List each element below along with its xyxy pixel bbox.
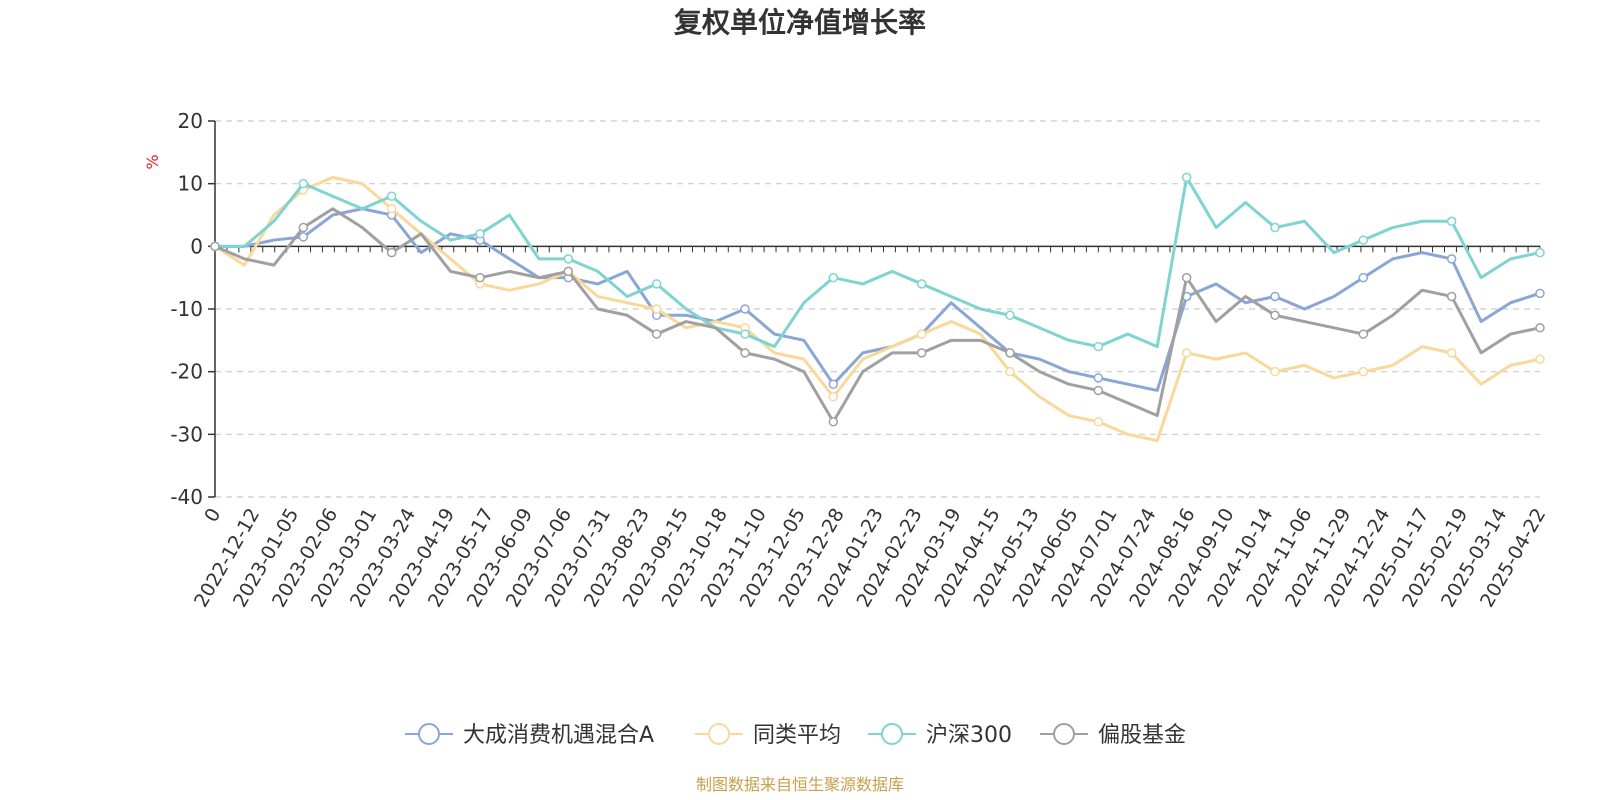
series-line [214,175,1541,443]
data-point [740,329,750,339]
data-point [740,304,750,314]
series-3 [210,172,1545,352]
data-point [1446,254,1457,264]
data-point [475,229,485,239]
legend-item-2[interactable]: 同类平均 [695,723,841,748]
series-group [210,172,1545,443]
data-point [1181,348,1192,358]
data-point [1005,366,1015,377]
legend-marker [708,723,730,745]
y-axis: 20 10 0 -10 -20 -30 -40 [170,109,216,509]
data-point [1446,348,1457,358]
series-line [215,175,1541,349]
data-point [1446,291,1457,302]
x-axis: 02022-12-122023-01-052023-02-062023-03-0… [190,245,1550,611]
data-point [1270,310,1280,321]
data-point [651,304,662,314]
data-point [563,254,574,264]
y-tick-label: -40 [170,485,203,509]
data-point [916,279,927,289]
data-point [1270,222,1280,233]
data-point [1270,291,1280,302]
data-point [1535,247,1545,258]
data-point [563,266,574,277]
data-point [1181,272,1192,283]
data-point [386,203,397,214]
x-tick-label: 0 [200,505,225,526]
data-point [1535,323,1545,333]
y-tick-label: -10 [170,297,203,321]
data-point [828,379,839,389]
legend-label: 偏股基金 [1098,723,1186,748]
legend-item-1[interactable]: 大成消费机遇混合A [405,723,654,748]
data-point [1093,385,1104,396]
data-point [916,329,927,339]
data-point [298,232,309,242]
data-point [298,222,309,233]
data-point [1093,373,1104,383]
data-point [1358,235,1369,245]
legend-item-4[interactable]: 偏股基金 [1040,723,1186,748]
legend-marker [418,723,440,745]
y-tick-label: -20 [170,360,203,384]
series-4 [210,207,1545,427]
data-point [828,272,839,283]
legend-marker [1053,723,1075,745]
y-tick-label: 20 [178,109,203,133]
data-point [1358,329,1369,339]
data-point [1535,354,1545,364]
series-line [214,207,1541,424]
data-point [1270,366,1280,377]
data-point [1005,348,1015,358]
source-note: 制图数据来自恒生聚源数据库 [696,775,904,794]
data-point [740,348,750,358]
data-point [475,272,485,283]
legend-label: 大成消费机遇混合A [463,723,654,748]
data-point [1005,310,1015,321]
legend-label: 同类平均 [753,723,841,748]
legend-item-3[interactable]: 沪深300 [868,723,1012,748]
grid-lines [215,120,1540,498]
y-tick-label: 0 [190,234,203,258]
y-tick-label: 10 [178,172,203,196]
data-point [1093,417,1104,427]
chart-title: 复权单位净值增长率 [674,6,926,39]
data-point [651,329,662,339]
data-point [916,348,927,358]
data-point [1093,341,1104,352]
data-point [828,417,839,427]
data-point [298,178,309,189]
data-point [828,391,839,402]
data-point [1358,366,1369,377]
data-point [1446,216,1457,227]
y-tick-label: -30 [170,422,203,446]
data-point [386,247,397,258]
data-point [386,191,397,201]
data-point [1535,288,1545,299]
data-point [651,279,662,289]
data-point [1181,172,1192,183]
data-point [1358,272,1369,283]
legend[interactable]: 大成消费机遇混合A 同类平均 沪深300 偏股基金 [405,723,1186,748]
data-point [210,241,220,252]
y-axis-unit: % [143,154,162,169]
legend-label: 沪深300 [926,723,1012,748]
legend-marker [881,723,903,745]
series-line [215,207,1541,392]
